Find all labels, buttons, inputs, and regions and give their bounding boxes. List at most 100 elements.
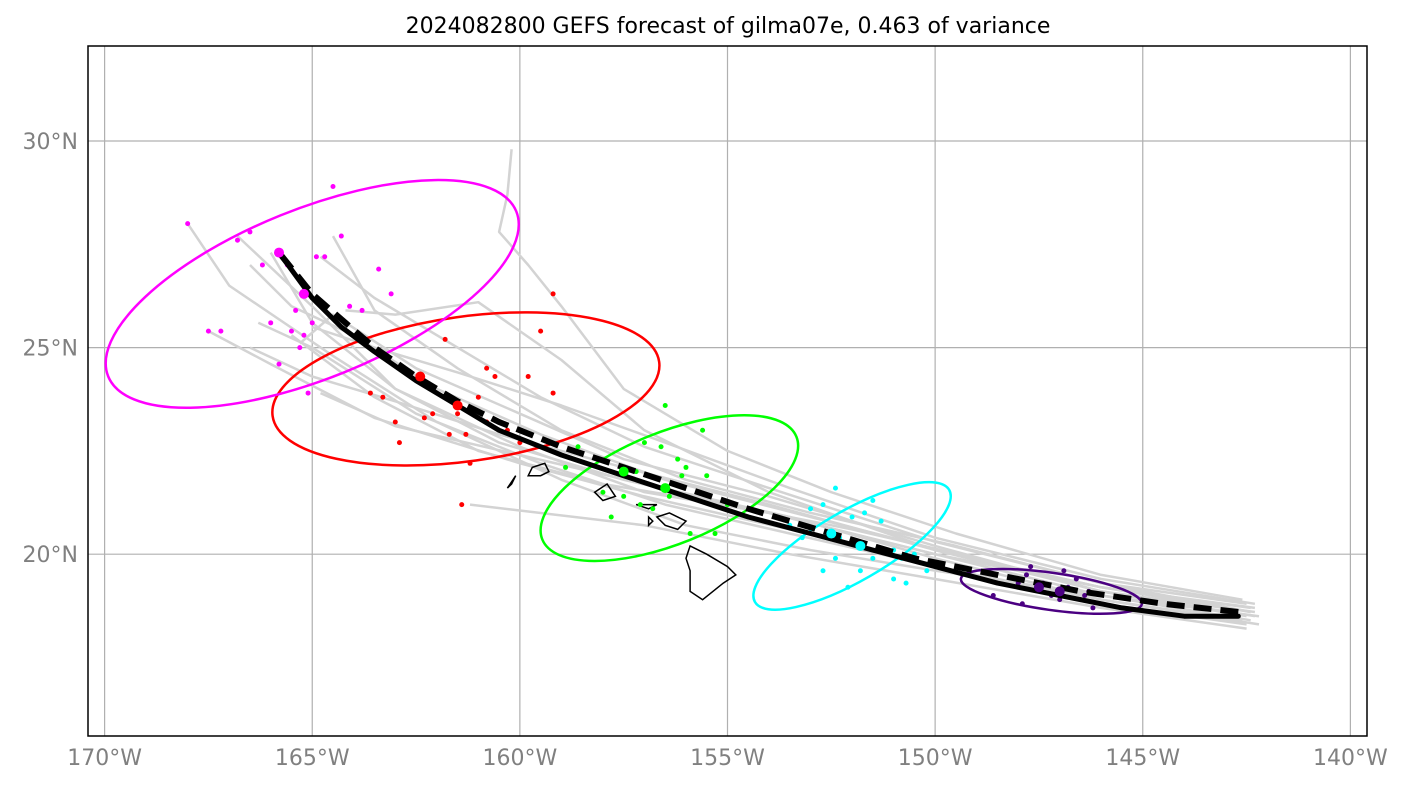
member-position-point — [1082, 593, 1088, 599]
member-position-point — [376, 266, 382, 272]
member-position-point — [679, 473, 685, 479]
member-position-point — [442, 336, 448, 342]
member-position-point — [463, 431, 469, 437]
member-position-point — [301, 332, 307, 338]
member-position-point — [1028, 564, 1034, 570]
member-position-point — [870, 497, 876, 503]
plot-area — [104, 149, 1260, 630]
member-position-point — [666, 493, 672, 499]
member-track — [331, 235, 1247, 606]
mean-position-point — [415, 371, 426, 382]
member-position-point — [218, 328, 224, 334]
member-position-point — [276, 361, 282, 367]
uncertainty-ellipse — [104, 178, 521, 410]
member-position-point — [857, 568, 863, 574]
member-position-point — [820, 568, 826, 574]
uncertainty-ellipse — [959, 567, 1144, 616]
member-position-point — [704, 473, 710, 479]
member-position-point — [259, 262, 265, 268]
axis-tick-labels: 170°W 165°W 160°W 155°W 150°W 145°W 140°W 20°N 2… — [23, 130, 1388, 771]
island-coastline — [647, 515, 654, 528]
member-position-point — [268, 320, 274, 326]
member-position-point — [550, 291, 556, 297]
member-position-point — [903, 580, 909, 586]
member-position-point — [322, 254, 328, 260]
member-position-point — [297, 345, 303, 351]
member-position-point — [421, 415, 427, 421]
member-position-point — [492, 374, 498, 380]
member-track — [269, 251, 1256, 610]
member-position-point — [924, 568, 930, 574]
member-position-point — [185, 221, 191, 227]
member-track — [207, 329, 1260, 626]
member-position-point — [637, 502, 643, 508]
member-position-point — [563, 464, 569, 470]
member-position-point — [575, 444, 581, 450]
mean-position-point — [274, 247, 285, 258]
member-position-point — [550, 390, 556, 396]
member-position-point — [388, 291, 394, 297]
uncertainty-ellipse — [271, 311, 661, 467]
mean-position-point — [660, 483, 671, 494]
member-position-point — [205, 328, 211, 334]
mean-position-point — [298, 288, 309, 299]
chart-title: 2024082800 GEFS forecast of gilma07e, 0.… — [406, 14, 1051, 39]
member-position-point — [641, 440, 647, 446]
member-track — [319, 391, 1243, 622]
member-position-point — [891, 576, 897, 582]
member-position-point — [305, 390, 311, 396]
member-position-point — [313, 254, 319, 260]
member-position-point — [600, 489, 606, 495]
member-position-point — [430, 411, 436, 417]
member-position-point — [808, 506, 814, 512]
member-position-point — [712, 531, 718, 537]
x-tick-label: 155°W — [690, 746, 765, 771]
member-position-point — [878, 518, 884, 524]
x-tick-label: 165°W — [275, 746, 350, 771]
mean-position-point — [1033, 582, 1044, 593]
member-position-point — [650, 506, 656, 512]
member-position-point — [455, 411, 461, 417]
uncertainty-ellipse — [752, 480, 953, 611]
member-position-point — [459, 502, 465, 508]
member-position-point — [683, 464, 689, 470]
member-position-point — [687, 531, 693, 537]
member-position-point — [820, 502, 826, 508]
member-track — [249, 264, 1251, 610]
member-position-point — [392, 419, 398, 425]
member-position-point — [608, 514, 614, 520]
mean-position-point — [855, 540, 866, 551]
member-position-point — [862, 510, 868, 516]
member-position-point — [700, 427, 706, 433]
island-coastline — [593, 482, 617, 502]
member-track — [319, 255, 1251, 614]
member-position-point — [475, 394, 481, 400]
member-track — [497, 149, 1243, 601]
member-position-point — [832, 555, 838, 561]
island-coastline — [506, 475, 517, 489]
member-position-point — [538, 328, 544, 334]
member-position-point — [309, 320, 315, 326]
member-position-point — [870, 555, 876, 561]
x-tick-label: 160°W — [482, 746, 557, 771]
member-position-point — [849, 514, 855, 520]
mean-position-point — [618, 466, 629, 477]
ensemble-mean-track — [276, 250, 1241, 619]
member-track — [311, 325, 1256, 606]
member-position-point — [658, 444, 664, 450]
member-position-point — [330, 183, 336, 189]
member-position-point — [1090, 605, 1096, 611]
member-position-point — [234, 237, 240, 243]
island-coastline — [685, 544, 737, 601]
x-tick-label: 140°W — [1313, 746, 1388, 771]
grid-lines — [88, 46, 1367, 736]
member-position-point — [525, 374, 531, 380]
member-position-point — [293, 307, 299, 313]
member-position-point — [359, 307, 365, 313]
member-position-point — [338, 233, 344, 239]
mean-position-point — [1054, 586, 1065, 597]
member-position-point — [1061, 568, 1067, 574]
member-position-point — [288, 328, 294, 334]
member-position-point — [1057, 597, 1063, 603]
